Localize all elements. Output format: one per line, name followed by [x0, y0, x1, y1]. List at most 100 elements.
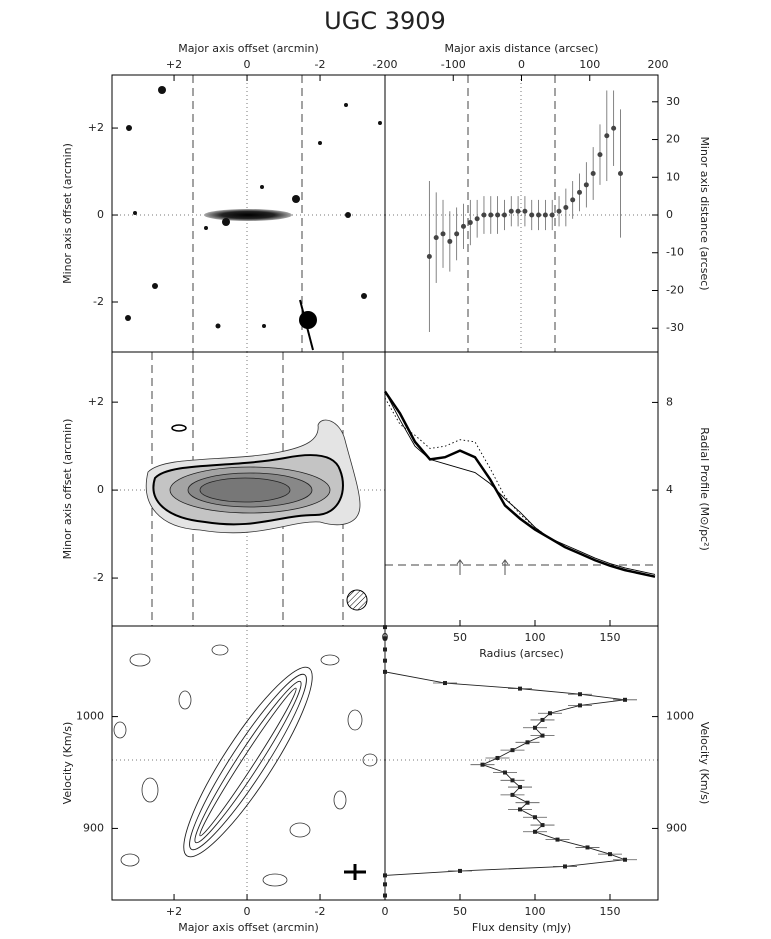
y-tick-label: 0	[97, 483, 104, 496]
y-axis-label: Velocity (Km/s)	[61, 722, 74, 805]
global-profile	[384, 627, 626, 896]
warp-point	[515, 208, 521, 214]
x-tick-label: 50	[453, 631, 467, 644]
y-tick-label: 8	[666, 395, 673, 408]
y-tick-label: 1000	[76, 710, 104, 723]
y-tick-label: 900	[83, 821, 104, 834]
profile-point	[510, 748, 515, 753]
panel-frame	[384, 74, 659, 353]
y-tick-label: +2	[88, 121, 104, 134]
profile-line	[384, 397, 656, 578]
y-axis-label: Minor axis offset (arcmin)	[61, 143, 74, 284]
x-tick-label: 100	[579, 58, 600, 71]
x-tick-label: 0	[244, 905, 251, 918]
y-axis-label: Velocity (Km/s)	[698, 722, 711, 805]
x-tick-label: -2	[315, 905, 326, 918]
profile-line	[383, 390, 656, 578]
profile-point	[525, 800, 530, 805]
warp-point	[536, 212, 542, 218]
x-axis-label: Flux density (mJy)	[472, 921, 571, 934]
profile-point	[495, 755, 500, 760]
profile-point	[585, 845, 590, 850]
x-axis-label: Radius (arcsec)	[479, 647, 564, 660]
y-tick-label: -30	[666, 321, 684, 334]
y-axis-label: Minor axis offset (arcmin)	[61, 419, 74, 560]
profile-point	[525, 740, 530, 745]
profile-point	[533, 815, 537, 820]
profile-point	[540, 733, 545, 738]
warp-point	[488, 212, 494, 218]
warp-point	[563, 204, 569, 210]
warp-point	[590, 170, 596, 176]
profile-point	[623, 857, 627, 862]
profile-point	[383, 636, 387, 641]
profile-point	[518, 807, 522, 812]
warp-point	[481, 212, 487, 218]
profile-point	[578, 703, 582, 708]
warp-point	[529, 212, 535, 218]
x-tick-label: 0	[518, 58, 525, 71]
y-tick-label: 1000	[666, 710, 694, 723]
y-tick-label: 20	[666, 133, 680, 146]
x-axis-label: Major axis distance (arcsec)	[445, 42, 599, 55]
y-tick-label: -10	[666, 246, 684, 259]
profile-point	[548, 711, 552, 716]
x-tick-label: -200	[373, 58, 398, 71]
y-tick-label: +2	[88, 395, 104, 408]
profile-point	[578, 692, 582, 697]
profile-point	[383, 658, 387, 663]
warp-point	[604, 133, 610, 139]
warp-point	[460, 223, 466, 229]
y-axis-label: Minor axis distance (arcsec)	[698, 136, 711, 290]
hi-map	[112, 352, 385, 626]
warp-point	[454, 231, 460, 237]
profile-point	[383, 882, 387, 887]
profile-point	[383, 873, 387, 878]
warp-point	[556, 208, 562, 214]
warp-point	[447, 238, 453, 244]
profile-point	[540, 717, 545, 722]
x-tick-label: 200	[648, 58, 669, 71]
x-tick-label: 0	[382, 905, 389, 918]
warp-point	[542, 212, 548, 218]
warp-point	[426, 254, 432, 260]
x-tick-label: 50	[453, 905, 467, 918]
x-tick-label: -2	[315, 58, 326, 71]
profile-point	[503, 770, 507, 775]
x-tick-label: 100	[525, 631, 546, 644]
warp-point	[522, 208, 528, 214]
y-tick-label: -2	[93, 571, 104, 584]
profile-point	[608, 852, 612, 857]
warp-point	[467, 220, 473, 226]
profile-point	[533, 829, 537, 834]
y-tick-label: 900	[666, 821, 687, 834]
warp-point	[570, 197, 576, 203]
panel-frame	[384, 625, 659, 901]
profile-point	[510, 778, 515, 783]
y-tick-label: -2	[93, 295, 104, 308]
warp-guides	[385, 75, 658, 352]
y-tick-label: 10	[666, 170, 680, 183]
profile-point	[540, 823, 545, 828]
warp-point	[611, 125, 617, 131]
profile-point	[443, 681, 447, 686]
profile-point	[510, 792, 515, 797]
y-axis-label: Radial Profile (M⊙/pc²)	[698, 427, 711, 551]
x-tick-label: 100	[525, 905, 546, 918]
profile-point	[518, 686, 522, 691]
warp-point	[508, 208, 514, 214]
warp-point	[433, 235, 439, 241]
warp-point	[495, 212, 501, 218]
profile-point	[383, 669, 387, 674]
profile-line	[384, 391, 656, 575]
panel-frame	[384, 351, 659, 627]
profile-point	[533, 725, 537, 730]
x-tick-label: 0	[244, 58, 251, 71]
warp-point	[583, 182, 589, 188]
warp-point	[549, 212, 555, 218]
profile-point	[518, 785, 522, 790]
panel-frame	[111, 625, 386, 901]
x-tick-label: +2	[166, 58, 182, 71]
warp-point	[474, 216, 480, 222]
